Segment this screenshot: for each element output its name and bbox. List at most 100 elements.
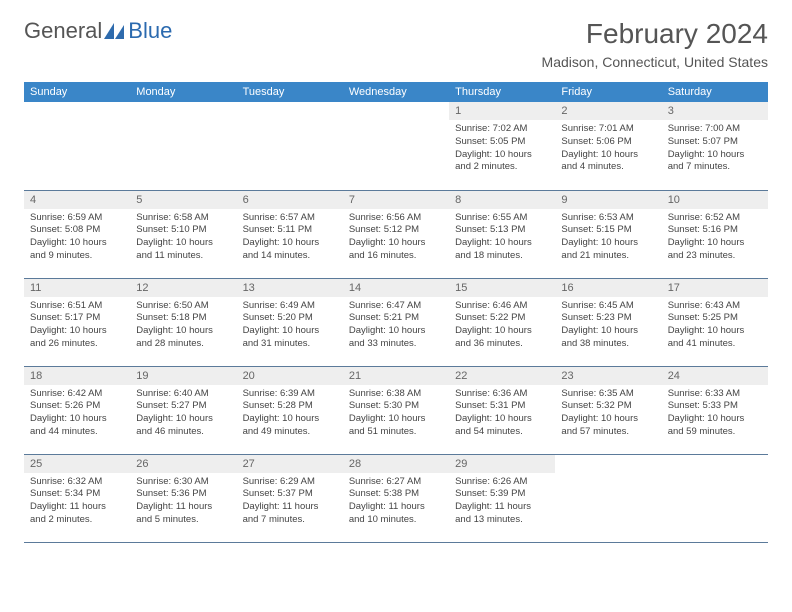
calendar-cell: 23Sunrise: 6:35 AMSunset: 5:32 PMDayligh… [555, 366, 661, 454]
sunrise-text: Sunrise: 6:50 AM [136, 300, 230, 313]
sunrise-text: Sunrise: 6:57 AM [243, 212, 337, 225]
sunset-text: Sunset: 5:13 PM [455, 224, 549, 237]
sunset-text: Sunset: 5:21 PM [349, 312, 443, 325]
day-number: 3 [662, 102, 768, 120]
sunrise-text: Sunrise: 6:56 AM [349, 212, 443, 225]
logo-text-blue: Blue [128, 18, 172, 44]
calendar-cell: 12Sunrise: 6:50 AMSunset: 5:18 PMDayligh… [130, 278, 236, 366]
daylight-text: Daylight: 10 hours and 51 minutes. [349, 413, 443, 439]
sunrise-text: Sunrise: 7:01 AM [561, 123, 655, 136]
daylight-text: Daylight: 11 hours and 2 minutes. [30, 501, 124, 527]
calendar-cell: 18Sunrise: 6:42 AMSunset: 5:26 PMDayligh… [24, 366, 130, 454]
sunset-text: Sunset: 5:31 PM [455, 400, 549, 413]
daylight-text: Daylight: 10 hours and 2 minutes. [455, 149, 549, 175]
day-number: 11 [24, 279, 130, 297]
day-number: 21 [343, 367, 449, 385]
sunset-text: Sunset: 5:33 PM [668, 400, 762, 413]
sunset-text: Sunset: 5:05 PM [455, 136, 549, 149]
calendar-cell: 21 Sunrise: 6:38 AMSunset: 5:30 PMDayligh… [343, 366, 449, 454]
calendar-cell: 6 Sunrise: 6:57 AMSunset: 5:11 PMDaylight… [237, 190, 343, 278]
calendar-cell: 14Sunrise: 6:47 AMSunset: 5:21 PMDayligh… [343, 278, 449, 366]
sunset-text: Sunset: 5:32 PM [561, 400, 655, 413]
day-number: 14 [343, 279, 449, 297]
day-number: 29 [449, 455, 555, 473]
daylight-text: Daylight: 10 hours and 59 minutes. [668, 413, 762, 439]
daylight-text: Daylight: 10 hours and 49 minutes. [243, 413, 337, 439]
day-number: 15 [449, 279, 555, 297]
sunrise-text: Sunrise: 6:59 AM [30, 212, 124, 225]
daylight-text: Daylight: 10 hours and 38 minutes. [561, 325, 655, 351]
day-body: Sunrise: 6:50 AMSunset: 5:18 PMDaylight:… [130, 297, 236, 354]
calendar-week: 1Sunrise: 7:02 AMSunset: 5:05 PMDaylight… [24, 102, 768, 190]
sunset-text: Sunset: 5:11 PM [243, 224, 337, 237]
sunrise-text: Sunrise: 6:42 AM [30, 388, 124, 401]
day-body: Sunrise: 6:53 AMSunset: 5:15 PMDaylight:… [555, 209, 661, 266]
day-number: 7 [343, 191, 449, 209]
daylight-text: Daylight: 10 hours and 57 minutes. [561, 413, 655, 439]
calendar-body: 1Sunrise: 7:02 AMSunset: 5:05 PMDaylight… [24, 102, 768, 542]
sunset-text: Sunset: 5:20 PM [243, 312, 337, 325]
day-body: Sunrise: 6:43 AMSunset: 5:25 PMDaylight:… [662, 297, 768, 354]
day-body: Sunrise: 6:52 AMSunset: 5:16 PMDaylight:… [662, 209, 768, 266]
title-block: February 2024 Madison, Connecticut, Unit… [542, 18, 768, 70]
sunrise-text: Sunrise: 6:29 AM [243, 476, 337, 489]
day-number: 2 [555, 102, 661, 120]
calendar-cell: 24Sunrise: 6:33 AMSunset: 5:33 PMDayligh… [662, 366, 768, 454]
sunset-text: Sunset: 5:26 PM [30, 400, 124, 413]
day-body: Sunrise: 6:27 AMSunset: 5:38 PMDaylight:… [343, 473, 449, 530]
sunset-text: Sunset: 5:39 PM [455, 488, 549, 501]
sunset-text: Sunset: 5:10 PM [136, 224, 230, 237]
sail-icon [104, 23, 126, 39]
sunrise-text: Sunrise: 6:27 AM [349, 476, 443, 489]
calendar-week: 18Sunrise: 6:42 AMSunset: 5:26 PMDayligh… [24, 366, 768, 454]
day-body: Sunrise: 7:00 AMSunset: 5:07 PMDaylight:… [662, 120, 768, 177]
day-header: Wednesday [343, 82, 449, 102]
calendar-week: 25Sunrise: 6:32 AMSunset: 5:34 PMDayligh… [24, 454, 768, 542]
day-number: 6 [237, 191, 343, 209]
day-body: Sunrise: 6:58 AMSunset: 5:10 PMDaylight:… [130, 209, 236, 266]
sunrise-text: Sunrise: 6:26 AM [455, 476, 549, 489]
day-number: 25 [24, 455, 130, 473]
day-body: Sunrise: 6:46 AMSunset: 5:22 PMDaylight:… [449, 297, 555, 354]
sunset-text: Sunset: 5:12 PM [349, 224, 443, 237]
logo-text-general: General [24, 18, 102, 44]
day-number: 8 [449, 191, 555, 209]
day-body: Sunrise: 6:32 AMSunset: 5:34 PMDaylight:… [24, 473, 130, 530]
sunset-text: Sunset: 5:30 PM [349, 400, 443, 413]
sunrise-text: Sunrise: 6:47 AM [349, 300, 443, 313]
calendar-cell: 15Sunrise: 6:46 AMSunset: 5:22 PMDayligh… [449, 278, 555, 366]
calendar-cell [130, 102, 236, 190]
daylight-text: Daylight: 10 hours and 54 minutes. [455, 413, 549, 439]
day-number: 28 [343, 455, 449, 473]
calendar-cell: 1Sunrise: 7:02 AMSunset: 5:05 PMDaylight… [449, 102, 555, 190]
calendar-cell: 29Sunrise: 6:26 AMSunset: 5:39 PMDayligh… [449, 454, 555, 542]
sunset-text: Sunset: 5:07 PM [668, 136, 762, 149]
day-body: Sunrise: 6:26 AMSunset: 5:39 PMDaylight:… [449, 473, 555, 530]
calendar-cell: 20Sunrise: 6:39 AMSunset: 5:28 PMDayligh… [237, 366, 343, 454]
calendar-cell: 9Sunrise: 6:53 AMSunset: 5:15 PMDaylight… [555, 190, 661, 278]
day-number: 9 [555, 191, 661, 209]
calendar-cell: 2Sunrise: 7:01 AMSunset: 5:06 PMDaylight… [555, 102, 661, 190]
day-number: 16 [555, 279, 661, 297]
daylight-text: Daylight: 10 hours and 14 minutes. [243, 237, 337, 263]
sunset-text: Sunset: 5:15 PM [561, 224, 655, 237]
daylight-text: Daylight: 10 hours and 26 minutes. [30, 325, 124, 351]
sunset-text: Sunset: 5:38 PM [349, 488, 443, 501]
sunrise-text: Sunrise: 6:49 AM [243, 300, 337, 313]
day-body: Sunrise: 7:01 AMSunset: 5:06 PMDaylight:… [555, 120, 661, 177]
day-body: Sunrise: 6:51 AMSunset: 5:17 PMDaylight:… [24, 297, 130, 354]
daylight-text: Daylight: 10 hours and 41 minutes. [668, 325, 762, 351]
sunrise-text: Sunrise: 6:43 AM [668, 300, 762, 313]
sunrise-text: Sunrise: 6:35 AM [561, 388, 655, 401]
day-number: 1 [449, 102, 555, 120]
sunset-text: Sunset: 5:16 PM [668, 224, 762, 237]
calendar-week: 4Sunrise: 6:59 AMSunset: 5:08 PMDaylight… [24, 190, 768, 278]
day-body: Sunrise: 6:59 AMSunset: 5:08 PMDaylight:… [24, 209, 130, 266]
sunset-text: Sunset: 5:28 PM [243, 400, 337, 413]
sunset-text: Sunset: 5:08 PM [30, 224, 124, 237]
sunrise-text: Sunrise: 6:36 AM [455, 388, 549, 401]
sunrise-text: Sunrise: 6:38 AM [349, 388, 443, 401]
day-header: Monday [130, 82, 236, 102]
sunset-text: Sunset: 5:23 PM [561, 312, 655, 325]
calendar-cell: 7Sunrise: 6:56 AMSunset: 5:12 PMDaylight… [343, 190, 449, 278]
